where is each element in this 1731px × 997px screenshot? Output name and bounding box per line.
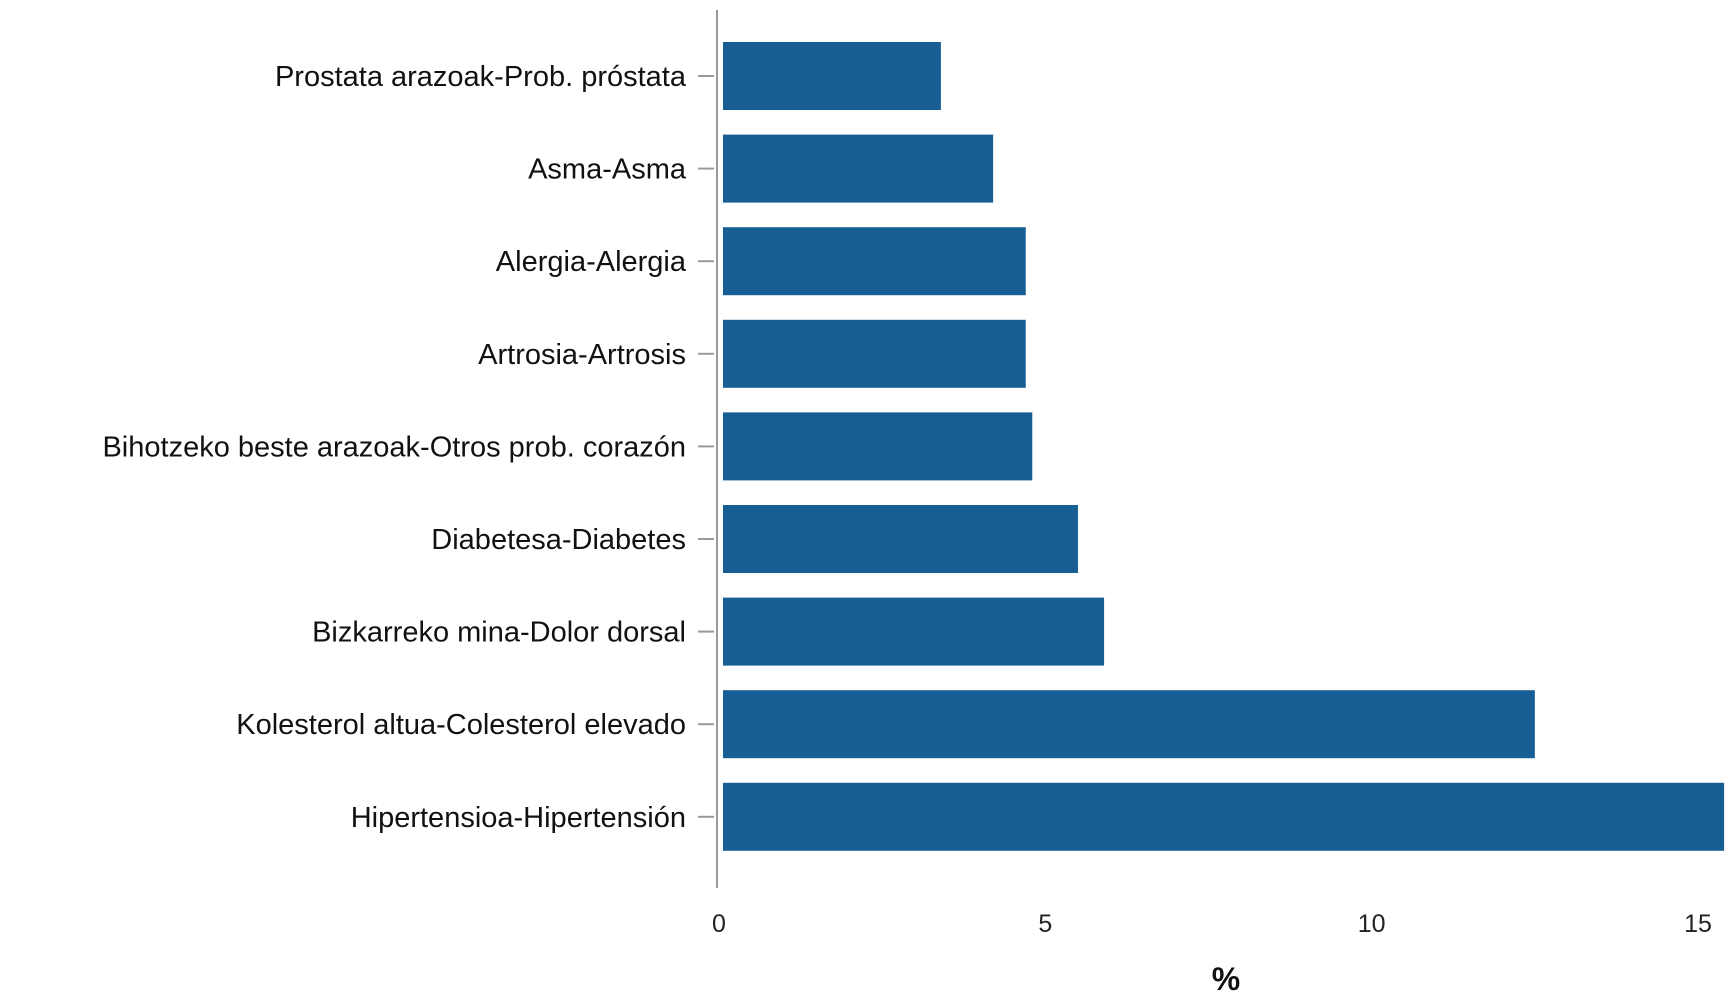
bar xyxy=(723,505,1078,573)
category-label: Bizkarreko mina-Dolor dorsal xyxy=(312,617,686,649)
category-label: Artrosia-Artrosis xyxy=(478,339,686,371)
bar xyxy=(723,690,1535,759)
x-tick-label: 5 xyxy=(1038,910,1052,938)
x-tick-label: 0 xyxy=(712,910,726,938)
bars-group xyxy=(723,42,1725,851)
x-tick-label: 10 xyxy=(1358,910,1386,938)
bar xyxy=(723,227,1026,296)
x-tick-label: 15 xyxy=(1684,910,1712,938)
y-ticks-group xyxy=(698,75,714,818)
category-label: Asma-Asma xyxy=(528,154,687,186)
bar xyxy=(723,319,1026,388)
category-label: Hipertensioa-Hipertensión xyxy=(351,802,686,834)
category-label: Prostata arazoak-Prob. próstata xyxy=(275,61,687,93)
bar xyxy=(723,782,1725,851)
x-axis-title: % xyxy=(1212,961,1240,997)
category-labels-group: Prostata arazoak-Prob. próstata Asma-Asma… xyxy=(102,61,686,834)
bar xyxy=(723,412,1033,481)
bar xyxy=(723,134,994,203)
bar xyxy=(723,597,1105,666)
category-label: Bihotzeko beste arazoak-Otros prob. cora… xyxy=(102,431,686,463)
x-ticks-group: 0 5 10 15 xyxy=(712,910,1712,938)
bar xyxy=(723,42,941,110)
category-label: Alergia-Alergia xyxy=(496,246,687,278)
category-label: Diabetesa-Diabetes xyxy=(431,524,686,556)
category-label: Kolesterol altua-Colesterol elevado xyxy=(236,709,686,741)
